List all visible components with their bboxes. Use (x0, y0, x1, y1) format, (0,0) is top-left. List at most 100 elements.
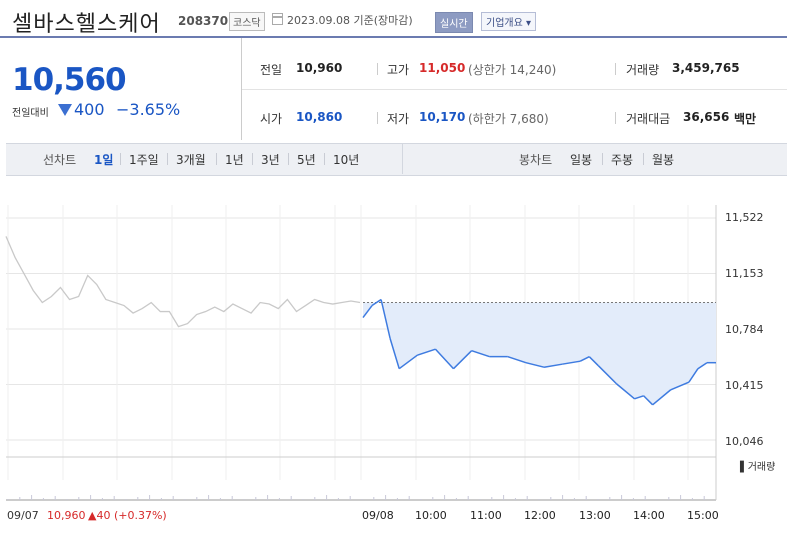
price-segment (507, 355, 527, 364)
price-series (362, 298, 716, 406)
price-segment (398, 354, 418, 370)
tab-monthly[interactable]: 월봉 (652, 153, 675, 167)
change-label: 전일대비 (12, 108, 49, 119)
tab-5y[interactable]: 5년 (297, 153, 316, 167)
tab-1y[interactable]: 1년 (225, 153, 244, 167)
upper-limit: (상한가 14,240) (468, 63, 557, 77)
price-segment (634, 395, 644, 400)
tab-3y[interactable]: 3년 (261, 153, 280, 167)
price-segment (688, 368, 699, 383)
x-tick-label: 14:00 (633, 509, 665, 522)
price-segment (643, 395, 654, 406)
price-segment (525, 361, 545, 368)
header-divider (0, 36, 787, 38)
tab-weekly[interactable]: 주봉 (611, 153, 634, 167)
tab-10y[interactable]: 10년 (333, 153, 360, 167)
period-bar (6, 143, 787, 176)
company-info-dropdown[interactable]: 기업개요 ▾ (481, 12, 536, 31)
y-tick-label: 11,522 (725, 211, 764, 224)
price-chart[interactable] (0, 195, 787, 540)
open-value: 10,860 (296, 110, 343, 124)
price-segment (434, 348, 455, 370)
price-panel (0, 38, 242, 140)
calendar-icon (272, 13, 283, 25)
price-segment (380, 299, 391, 339)
volume-value: 3,459,765 (672, 61, 740, 75)
price-segment (362, 305, 373, 319)
volume-label: 거래량 (626, 63, 660, 77)
prev-value: 10,960 (296, 61, 343, 75)
price-segment (417, 348, 436, 356)
divider (252, 153, 253, 165)
prev-change: ▲40 (+0.37%) (88, 509, 167, 522)
x-tick-label: 12:00 (524, 509, 556, 522)
tab-daily[interactable]: 일봉 (570, 153, 593, 167)
stats-table: 전일 10,960 고가 11,050 (상한가 14,240) 거래량 3,4… (242, 38, 787, 140)
divider (615, 63, 616, 75)
prev-day-line (5, 236, 361, 328)
x-tick-label: 15:00 (687, 509, 719, 522)
divider (602, 153, 603, 165)
tab-3m[interactable]: 3개월 (176, 153, 206, 167)
low-value: 10,170 (419, 110, 466, 124)
amount-unit: 백만 (734, 112, 757, 126)
lower-limit: (하한가 7,680) (468, 112, 549, 126)
tab-1w[interactable]: 1주일 (129, 153, 159, 167)
below-reference-fill (363, 299, 716, 405)
divider (643, 153, 644, 165)
date-text: 2023.09.08 기준(장마감) (287, 14, 413, 27)
volume-legend: ▌거래량 (740, 462, 776, 473)
y-tick-label: 11,153 (725, 267, 764, 280)
price-segment (452, 350, 473, 370)
tab-1d[interactable]: 1일 (94, 153, 114, 167)
x-tick-label: 11:00 (470, 509, 502, 522)
divider (120, 153, 121, 165)
price-segment (670, 381, 690, 391)
high-label: 고가 (387, 63, 410, 77)
y-tick-label: 10,046 (725, 435, 764, 448)
price-segment (389, 338, 400, 369)
price-segment (471, 349, 490, 358)
divider (615, 112, 616, 124)
open-label: 시가 (260, 112, 283, 126)
down-triangle-icon (58, 104, 72, 116)
price-segment (371, 298, 382, 307)
stock-code: 208370 (178, 14, 229, 28)
price-segment (597, 365, 617, 385)
divider (167, 153, 168, 165)
price-segment (579, 356, 590, 362)
price-segment (588, 356, 599, 367)
price-segment (652, 389, 672, 406)
amount-label: 거래대금 (626, 112, 671, 126)
divider (288, 153, 289, 165)
volume-legend-text: 거래량 (747, 462, 776, 473)
prev-day-series (5, 236, 361, 328)
change-value: 400 (74, 100, 105, 119)
high-value: 11,050 (419, 61, 466, 75)
divider (324, 153, 325, 165)
y-tick-label: 10,784 (725, 323, 764, 336)
candle-chart-label: 봉차트 (519, 153, 553, 167)
volume-bars (7, 495, 705, 500)
divider (377, 63, 378, 75)
stats-divider (242, 89, 787, 90)
low-label: 저가 (387, 112, 410, 126)
below-fill (363, 299, 716, 405)
y-tick-label: 10,415 (725, 379, 764, 392)
change-percent: −3.65% (116, 100, 181, 119)
x-tick-label: 13:00 (579, 509, 611, 522)
price-segment (615, 383, 636, 400)
line-chart-label: 선차트 (43, 153, 77, 167)
realtime-button[interactable]: 실시간 (435, 12, 473, 33)
market-badge: 코스닥 (229, 12, 265, 31)
price-segment (697, 362, 708, 370)
price-segment (562, 360, 581, 365)
amount-value: 36,656 (683, 110, 730, 124)
prev-close: 10,960 (47, 509, 86, 522)
company-name: 셀바스헬스케어 (12, 12, 161, 37)
prev-date: 09/07 (7, 509, 39, 522)
period-bar-divider (402, 143, 403, 174)
prev-label: 전일 (260, 63, 283, 77)
current-price: 10,560 (12, 62, 127, 98)
price-segment (543, 363, 563, 368)
